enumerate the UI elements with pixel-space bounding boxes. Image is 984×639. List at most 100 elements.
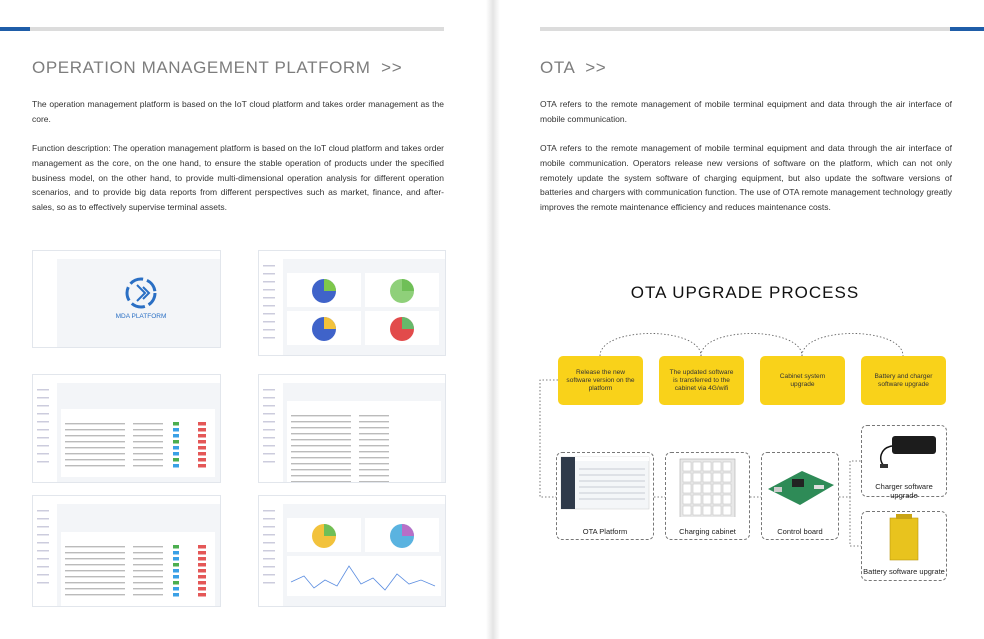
mockup-shape bbox=[291, 463, 351, 465]
mockup-shape bbox=[291, 475, 351, 477]
mockup-shape bbox=[263, 329, 275, 331]
mockup-shape bbox=[722, 483, 732, 494]
accent-bar bbox=[0, 27, 30, 31]
mockup-shape bbox=[324, 279, 336, 291]
mockup-shape bbox=[259, 375, 445, 383]
mockup-shape bbox=[263, 413, 275, 415]
paragraph: The operation management platform is bas… bbox=[32, 99, 444, 124]
mockup-shape bbox=[291, 445, 351, 447]
device-label: Charging cabinet bbox=[679, 527, 736, 536]
mockup-shape bbox=[263, 574, 275, 576]
mockup-shape bbox=[259, 259, 283, 355]
mockup-shape bbox=[37, 389, 49, 391]
mockup-shape bbox=[263, 389, 275, 391]
mockup-shape bbox=[692, 483, 702, 494]
paragraph: OTA refers to the remote management of m… bbox=[540, 143, 952, 212]
mockup-shape bbox=[37, 421, 49, 423]
mockup-shape bbox=[359, 475, 389, 477]
section-title: OTA >> bbox=[540, 58, 607, 77]
mockup-shape bbox=[65, 447, 125, 449]
mockup-shape bbox=[359, 415, 389, 417]
mockup-shape bbox=[291, 451, 351, 453]
mockup-shape bbox=[173, 593, 179, 597]
mockup-shape bbox=[65, 582, 125, 584]
device-label: Charger software upgrade bbox=[875, 482, 933, 500]
mockup-shape bbox=[198, 551, 206, 555]
mockup-shape bbox=[359, 463, 389, 465]
mockup-shape bbox=[702, 461, 712, 472]
mockup-shape bbox=[263, 397, 275, 399]
mockup-shape bbox=[173, 545, 179, 549]
mockup-shape bbox=[173, 446, 179, 450]
mockup-shape bbox=[712, 505, 722, 516]
mockup-shape bbox=[359, 427, 389, 429]
mockup-shape bbox=[263, 453, 275, 455]
process-title: OTA UPGRADE PROCESS bbox=[630, 283, 860, 302]
mockup-shape bbox=[37, 397, 49, 399]
header-bar bbox=[30, 27, 444, 31]
mockup-shape bbox=[702, 494, 712, 505]
mockup-shape bbox=[263, 526, 275, 528]
mockup-shape bbox=[61, 409, 215, 477]
mockup-shape bbox=[37, 534, 49, 536]
mockup-shape bbox=[702, 472, 712, 483]
mockup-shape bbox=[65, 429, 125, 431]
mockup-shape bbox=[263, 437, 275, 439]
mockup-shape bbox=[37, 437, 49, 439]
mockup-shape bbox=[324, 317, 336, 329]
mockup-shape bbox=[291, 457, 351, 459]
device-box: Control board bbox=[761, 452, 839, 540]
mockup-shape bbox=[263, 550, 275, 552]
mockup-shape bbox=[173, 458, 179, 462]
mockup-shape bbox=[722, 461, 732, 472]
mockup-shape bbox=[65, 453, 125, 455]
mockup-shape bbox=[173, 587, 179, 591]
mockup-shape bbox=[37, 558, 49, 560]
mockup-shape bbox=[259, 504, 283, 606]
mockup-shape bbox=[65, 552, 125, 554]
mockup-shape bbox=[65, 570, 125, 572]
mockup-shape bbox=[33, 375, 220, 383]
mockup-shape bbox=[359, 421, 389, 423]
mockup-shape bbox=[198, 458, 206, 462]
mockup-shape bbox=[692, 494, 702, 505]
mockup-shape bbox=[133, 594, 163, 596]
mockup-shape bbox=[133, 564, 163, 566]
mockup-shape bbox=[65, 558, 125, 560]
mockup-shape bbox=[291, 433, 351, 435]
mockup-shape bbox=[359, 469, 389, 471]
mockup-shape bbox=[712, 461, 722, 472]
mockup-shape bbox=[692, 461, 702, 472]
charger-image bbox=[879, 436, 936, 468]
mockup-shape bbox=[133, 570, 163, 572]
mockup-shape bbox=[37, 445, 49, 447]
mockup-shape bbox=[198, 452, 206, 456]
mockup-shape bbox=[37, 526, 49, 528]
mockup-shape bbox=[263, 582, 275, 584]
mockup-shape bbox=[682, 483, 692, 494]
device-box: OTA Platform bbox=[556, 452, 654, 540]
mockup-shape bbox=[263, 558, 275, 560]
mockup-shape bbox=[173, 569, 179, 573]
mockup-shape bbox=[259, 496, 445, 504]
mockup-shape bbox=[198, 563, 206, 567]
mockup-shape bbox=[359, 433, 389, 435]
cabinet-image bbox=[679, 458, 736, 520]
mockup-shape bbox=[133, 459, 163, 461]
mockup-shape bbox=[712, 494, 722, 505]
mockup-shape bbox=[133, 546, 163, 548]
mockup-shape bbox=[198, 464, 206, 468]
mockup-shape bbox=[198, 428, 206, 432]
mockup-shape bbox=[173, 464, 179, 468]
mockup-shape bbox=[198, 545, 206, 549]
connectors bbox=[539, 333, 904, 547]
mockup-shape bbox=[359, 439, 389, 441]
mockup-shape bbox=[133, 465, 163, 467]
mockup-shape bbox=[37, 582, 49, 584]
device-label: Battery software upgrate bbox=[863, 567, 945, 576]
mockup-shape bbox=[198, 557, 206, 561]
mockup-shape bbox=[263, 281, 275, 283]
text-block: The operation management platform is bas… bbox=[32, 97, 444, 229]
mockup-shape bbox=[65, 594, 125, 596]
mockup-shape bbox=[198, 569, 206, 573]
